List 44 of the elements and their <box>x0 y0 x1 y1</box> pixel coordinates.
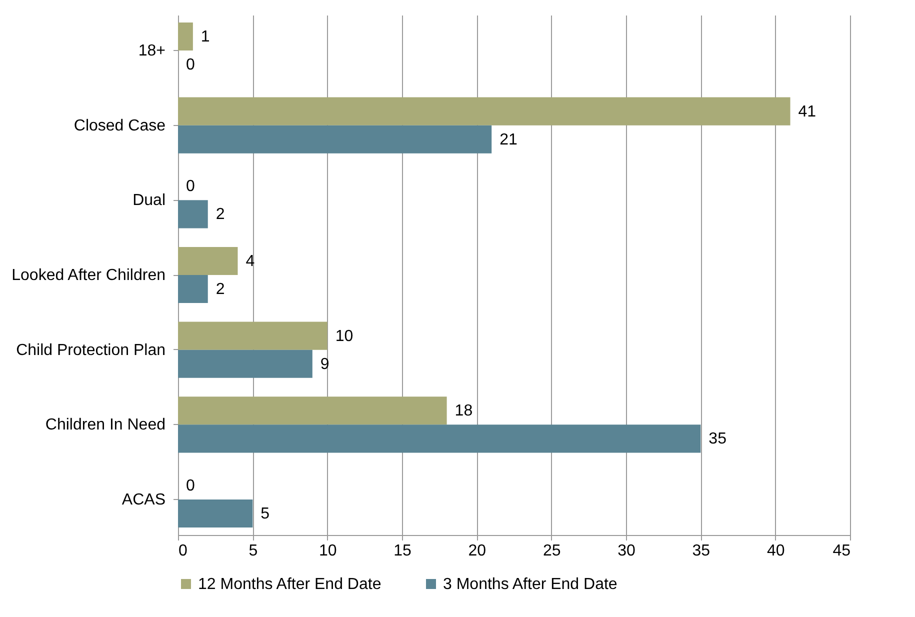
y-tick-label: Child Protection Plan <box>16 342 166 359</box>
x-tick-label: 40 <box>766 542 785 560</box>
legend-label: 12 Months After End Date <box>198 576 382 593</box>
x-tick-label: 0 <box>178 542 188 560</box>
x-tick-label: 30 <box>618 542 636 560</box>
x-tick-label: 20 <box>468 542 486 560</box>
bar <box>178 322 328 350</box>
y-tick-label: Dual <box>132 192 166 210</box>
bar <box>178 246 238 275</box>
data-label: 21 <box>500 131 518 148</box>
data-label: 0 <box>186 56 195 74</box>
legend-label: 3 Months After End Date <box>443 576 618 593</box>
bar <box>178 200 208 228</box>
x-tick-label: 10 <box>318 542 337 560</box>
bar <box>178 275 208 304</box>
bar <box>178 125 492 154</box>
data-label: 0 <box>186 178 195 196</box>
y-tick-label: Children In Need <box>45 416 166 434</box>
y-tick-label: Looked After Children <box>12 267 166 284</box>
data-label: 0 <box>186 477 195 494</box>
data-label: 1 <box>200 28 210 46</box>
data-label: 41 <box>798 103 816 120</box>
data-label: 5 <box>260 505 270 522</box>
bar <box>178 499 253 528</box>
x-tick-label: 5 <box>248 542 258 560</box>
bar <box>178 97 790 126</box>
data-label: 10 <box>335 328 354 345</box>
bar <box>178 396 447 425</box>
bar <box>178 424 701 453</box>
y-tick-label: 18+ <box>138 42 166 60</box>
bar <box>178 22 193 51</box>
y-tick-label: ACAS <box>122 491 166 508</box>
x-tick-label: 35 <box>692 542 710 560</box>
data-label: 35 <box>708 430 727 448</box>
bar <box>178 350 312 378</box>
x-tick-label: 45 <box>832 542 851 560</box>
data-label: 2 <box>216 281 225 298</box>
data-label: 4 <box>246 252 255 270</box>
data-label: 2 <box>216 206 225 224</box>
x-tick-label: 25 <box>542 542 561 560</box>
data-label: 18 <box>454 402 473 420</box>
data-label: 9 <box>320 356 330 373</box>
x-tick-label: 15 <box>394 542 412 560</box>
y-tick-label: Closed Case <box>74 117 166 134</box>
